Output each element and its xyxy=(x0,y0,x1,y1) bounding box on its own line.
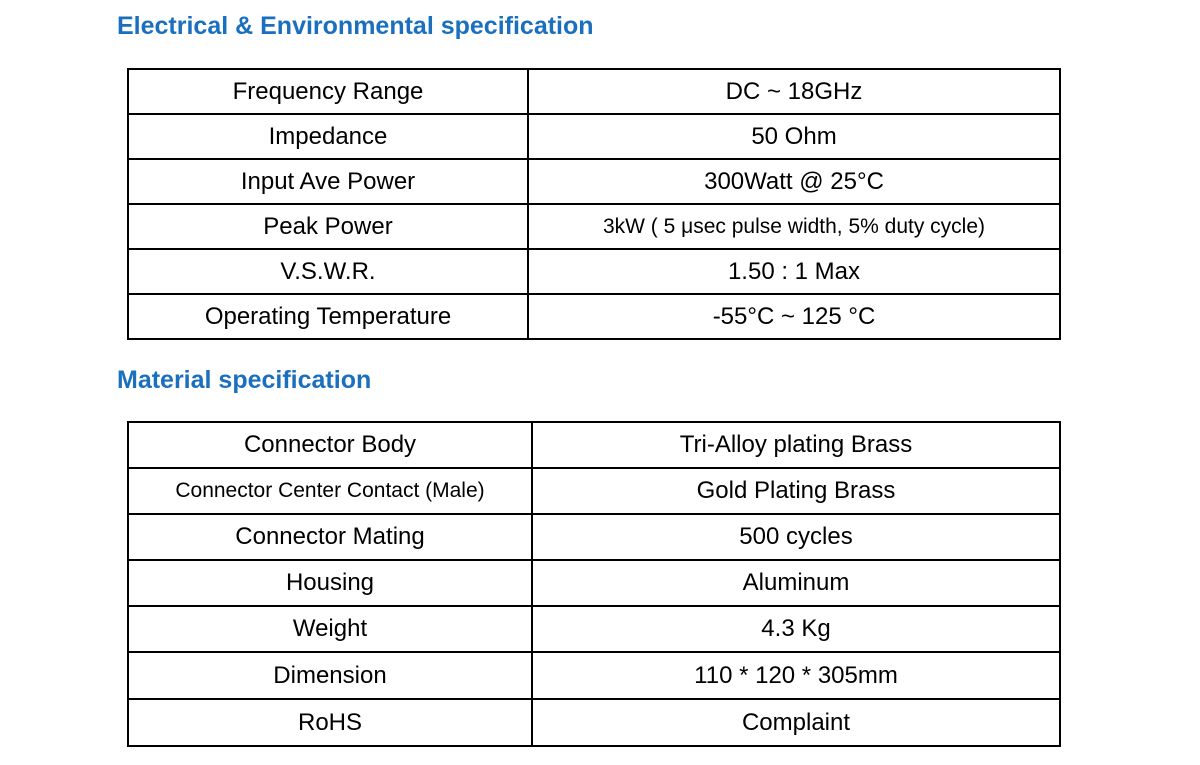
spec-label: Connector Center Contact (Male) xyxy=(127,467,533,515)
spec-row: Impedance 50 Ohm xyxy=(127,113,1061,160)
spec-row: Connector Center Contact (Male) Gold Plat… xyxy=(127,467,1061,515)
spec-value: 3kW ( 5 μsec pulse width, 5% duty cycle) xyxy=(527,203,1061,250)
section-title: Electrical & Environmental specification xyxy=(117,12,594,40)
spec-value: 110 * 120 * 305mm xyxy=(531,651,1061,700)
spec-row: Peak Power 3kW ( 5 μsec pulse width, 5% d… xyxy=(127,203,1061,250)
spec-row: RoHS Complaint xyxy=(127,698,1061,747)
spec-label: V.S.W.R. xyxy=(127,248,529,295)
spec-row: Weight 4.3 Kg xyxy=(127,605,1061,653)
spec-value: 4.3 Kg xyxy=(531,605,1061,653)
spec-row: Housing Aluminum xyxy=(127,559,1061,607)
spec-value: 300Watt @ 25°C xyxy=(527,158,1061,205)
spec-row: Operating Temperature -55°C ~ 125 °C xyxy=(127,293,1061,340)
spec-row: Connector Body Tri-Alloy plating Brass xyxy=(127,421,1061,469)
spec-row: Connector Mating 500 cycles xyxy=(127,513,1061,561)
spec-row: V.S.W.R. 1.50 : 1 Max xyxy=(127,248,1061,295)
spec-label: Weight xyxy=(127,605,533,653)
spec-row: Input Ave Power 300Watt @ 25°C xyxy=(127,158,1061,205)
spec-label: Frequency Range xyxy=(127,68,529,115)
spec-table: Frequency Range DC ~ 18GHz Impedance 50 Ohm… xyxy=(127,68,1061,340)
spec-value: Gold Plating Brass xyxy=(531,467,1061,515)
spec-value: 500 cycles xyxy=(531,513,1061,561)
spec-label: Dimension xyxy=(127,651,533,700)
spec-label: Operating Temperature xyxy=(127,293,529,340)
spec-value: DC ~ 18GHz xyxy=(527,68,1061,115)
spec-label: Impedance xyxy=(127,113,529,160)
spec-value: 1.50 : 1 Max xyxy=(527,248,1061,295)
spec-table: Connector Body Tri-Alloy plating Brass Con… xyxy=(127,421,1061,747)
spec-label: Connector Body xyxy=(127,421,533,469)
spec-value: 50 Ohm xyxy=(527,113,1061,160)
spec-value: Aluminum xyxy=(531,559,1061,607)
spec-row: Frequency Range DC ~ 18GHz xyxy=(127,68,1061,115)
spec-label: RoHS xyxy=(127,698,533,747)
spec-label: Input Ave Power xyxy=(127,158,529,205)
spec-value: Complaint xyxy=(531,698,1061,747)
spec-row: Dimension 110 * 120 * 305mm xyxy=(127,651,1061,700)
spec-value: -55°C ~ 125 °C xyxy=(527,293,1061,340)
spec-label: Connector Mating xyxy=(127,513,533,561)
spec-label: Housing xyxy=(127,559,533,607)
spec-label: Peak Power xyxy=(127,203,529,250)
section-title: Material specification xyxy=(117,366,372,394)
spec-value: Tri-Alloy plating Brass xyxy=(531,421,1061,469)
